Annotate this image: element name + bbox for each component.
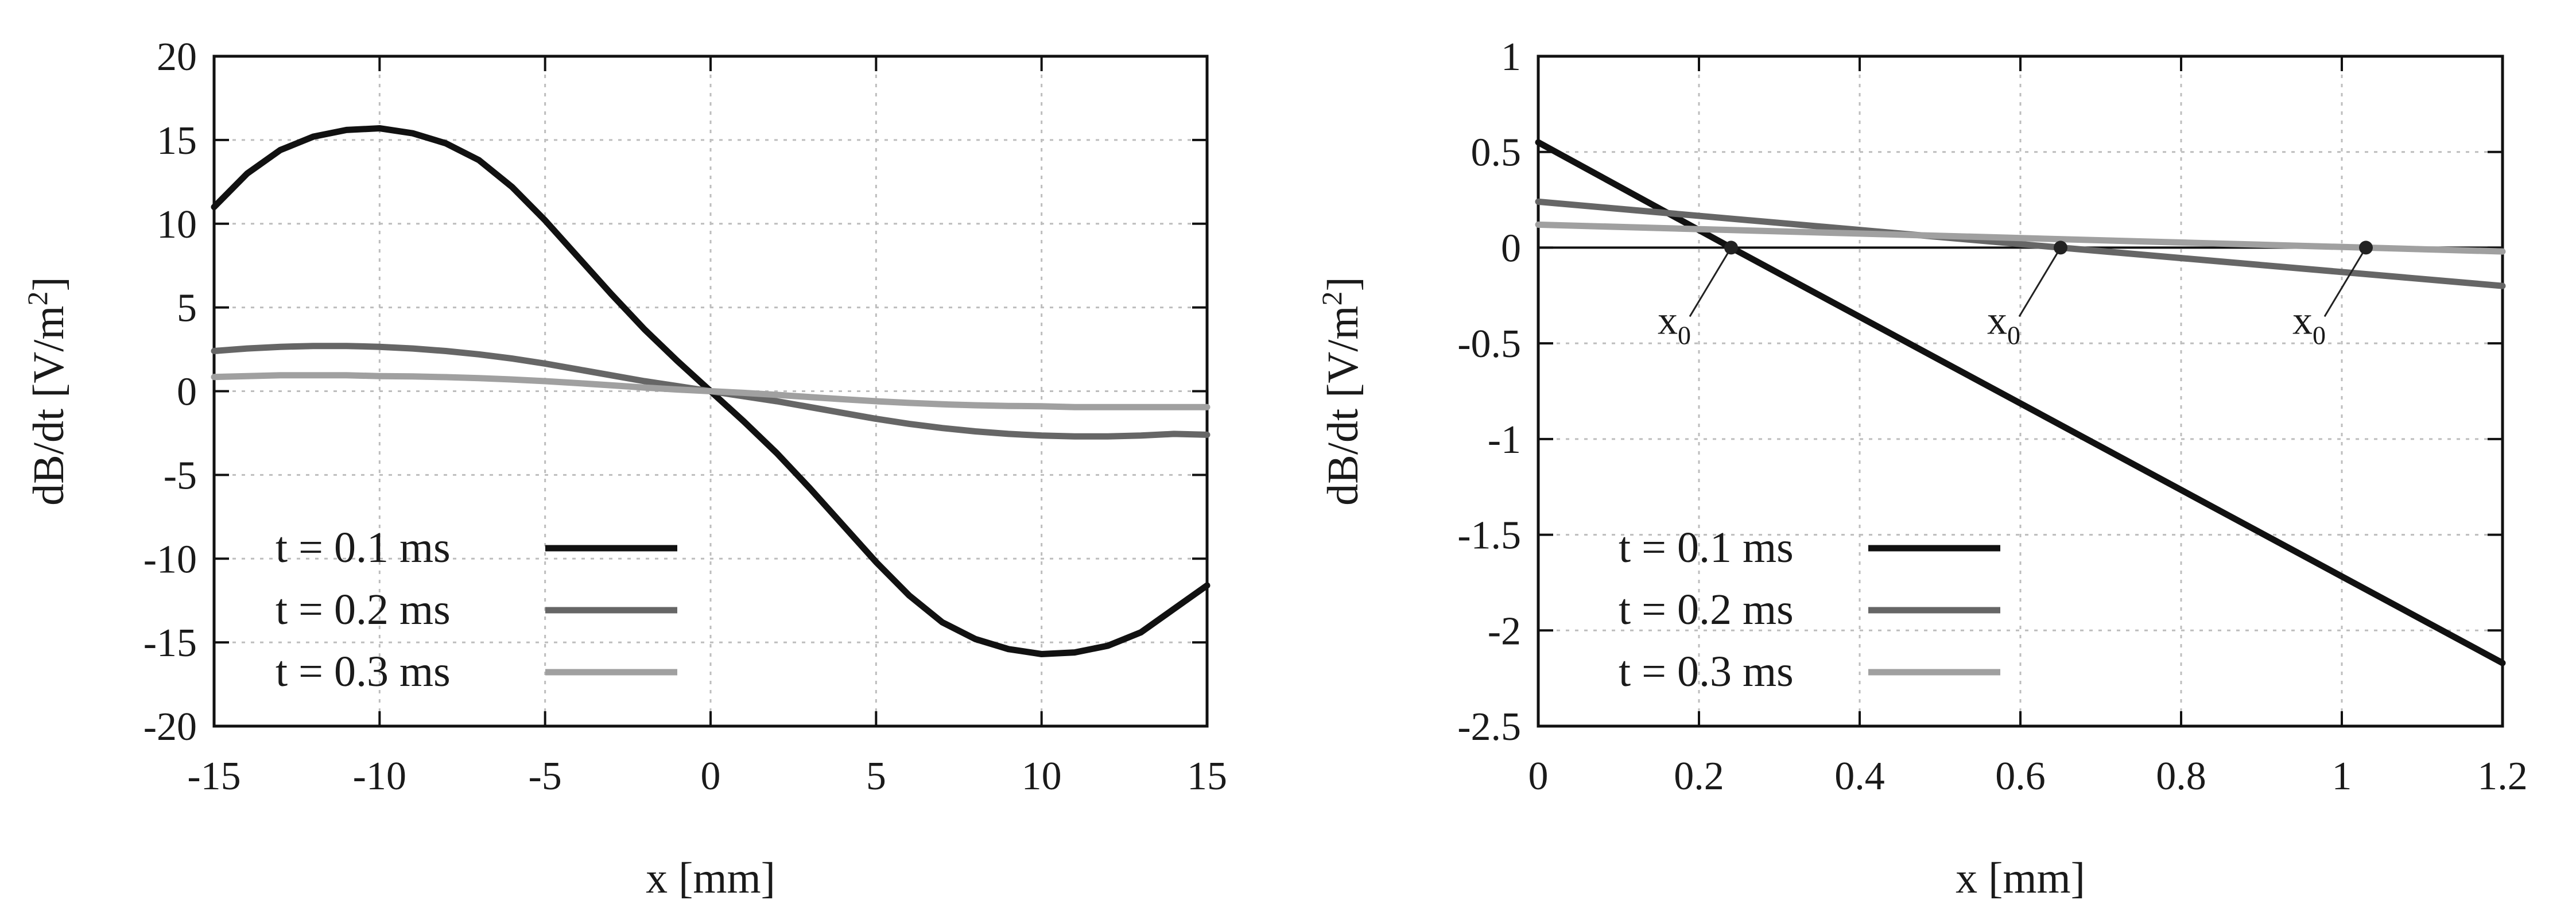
x0-annotation: x0 bbox=[1658, 298, 1691, 350]
legend-label-2: t = 0.2 ms bbox=[1619, 585, 1794, 634]
x-tick-label: 0.8 bbox=[2156, 754, 2206, 798]
x-tick-label: -5 bbox=[529, 754, 562, 798]
x-tick-label: 1.2 bbox=[2477, 754, 2528, 798]
x-tick-label: 0.2 bbox=[1674, 754, 1724, 798]
x0-leader bbox=[2323, 247, 2367, 317]
x-tick-label: 0.4 bbox=[1834, 754, 1885, 798]
x-tick-label: 0 bbox=[701, 754, 721, 798]
series-line-1 bbox=[1535, 139, 2506, 666]
y-tick-label: 0 bbox=[177, 370, 197, 414]
x-axis-label: x [mm] bbox=[646, 854, 775, 902]
y-tick-label: -2 bbox=[1488, 609, 1521, 653]
x-axis-label: x [mm] bbox=[1956, 854, 2085, 902]
x0-annotation: x0 bbox=[1987, 298, 2020, 350]
y-tick-label: -15 bbox=[143, 621, 197, 665]
x0-leader bbox=[2018, 247, 2062, 317]
y-tick-label: -1.5 bbox=[1457, 514, 1521, 558]
legend-label-2: t = 0.2 ms bbox=[276, 585, 451, 634]
y-axis-label: dB/dt [V/m2] bbox=[1316, 277, 1367, 506]
y-tick-label: -5 bbox=[164, 453, 197, 498]
y-tick-label: 1 bbox=[1501, 35, 1521, 79]
x-tick-label: 1 bbox=[2332, 754, 2352, 798]
x0-annotation: x0 bbox=[2292, 298, 2326, 350]
x0-leader bbox=[1689, 247, 1732, 317]
y-tick-label: 0 bbox=[1501, 226, 1521, 270]
x-tick-label: -10 bbox=[353, 754, 406, 798]
legend-label-3: t = 0.3 ms bbox=[1619, 647, 1794, 696]
x-tick-label: 5 bbox=[866, 754, 886, 798]
x-tick-label: -15 bbox=[187, 754, 240, 798]
y-tick-label: -1 bbox=[1488, 418, 1521, 462]
series-line-3 bbox=[211, 372, 1211, 410]
x-tick-label: 0.6 bbox=[1995, 754, 2046, 798]
chart-right: 0 0.2 0.4 0.6 0.8 1 1.2 -2.5 -2 -1.5 -1 -0.5 0 0.5 1 x … bbox=[1316, 35, 2528, 902]
y-tick-label: 5 bbox=[177, 286, 197, 331]
chart-left: -15 -10 -5 0 5 10 15 -20 -15 -10 -5 0 5 10 15 20 x [mm] d… bbox=[21, 35, 1227, 902]
y-tick-label: 20 bbox=[157, 35, 197, 79]
x-tick-label: 10 bbox=[1022, 754, 1062, 798]
y-tick-label: -0.5 bbox=[1457, 322, 1521, 366]
y-tick-label: 0.5 bbox=[1471, 131, 1522, 175]
legend-label-1: t = 0.1 ms bbox=[1619, 524, 1794, 572]
x-tick-label: 0 bbox=[1528, 754, 1549, 798]
legend-label-1: t = 0.1 ms bbox=[276, 524, 451, 572]
x-tick-label: 15 bbox=[1187, 754, 1227, 798]
y-tick-label: 10 bbox=[157, 203, 197, 247]
y-tick-label: -20 bbox=[143, 705, 197, 749]
y-tick-label: 15 bbox=[157, 119, 197, 163]
y-tick-label: -10 bbox=[143, 537, 197, 581]
y-axis-label: dB/dt [V/m2] bbox=[21, 277, 73, 506]
y-tick-label: -2.5 bbox=[1457, 705, 1521, 749]
legend-label-3: t = 0.3 ms bbox=[276, 647, 451, 696]
